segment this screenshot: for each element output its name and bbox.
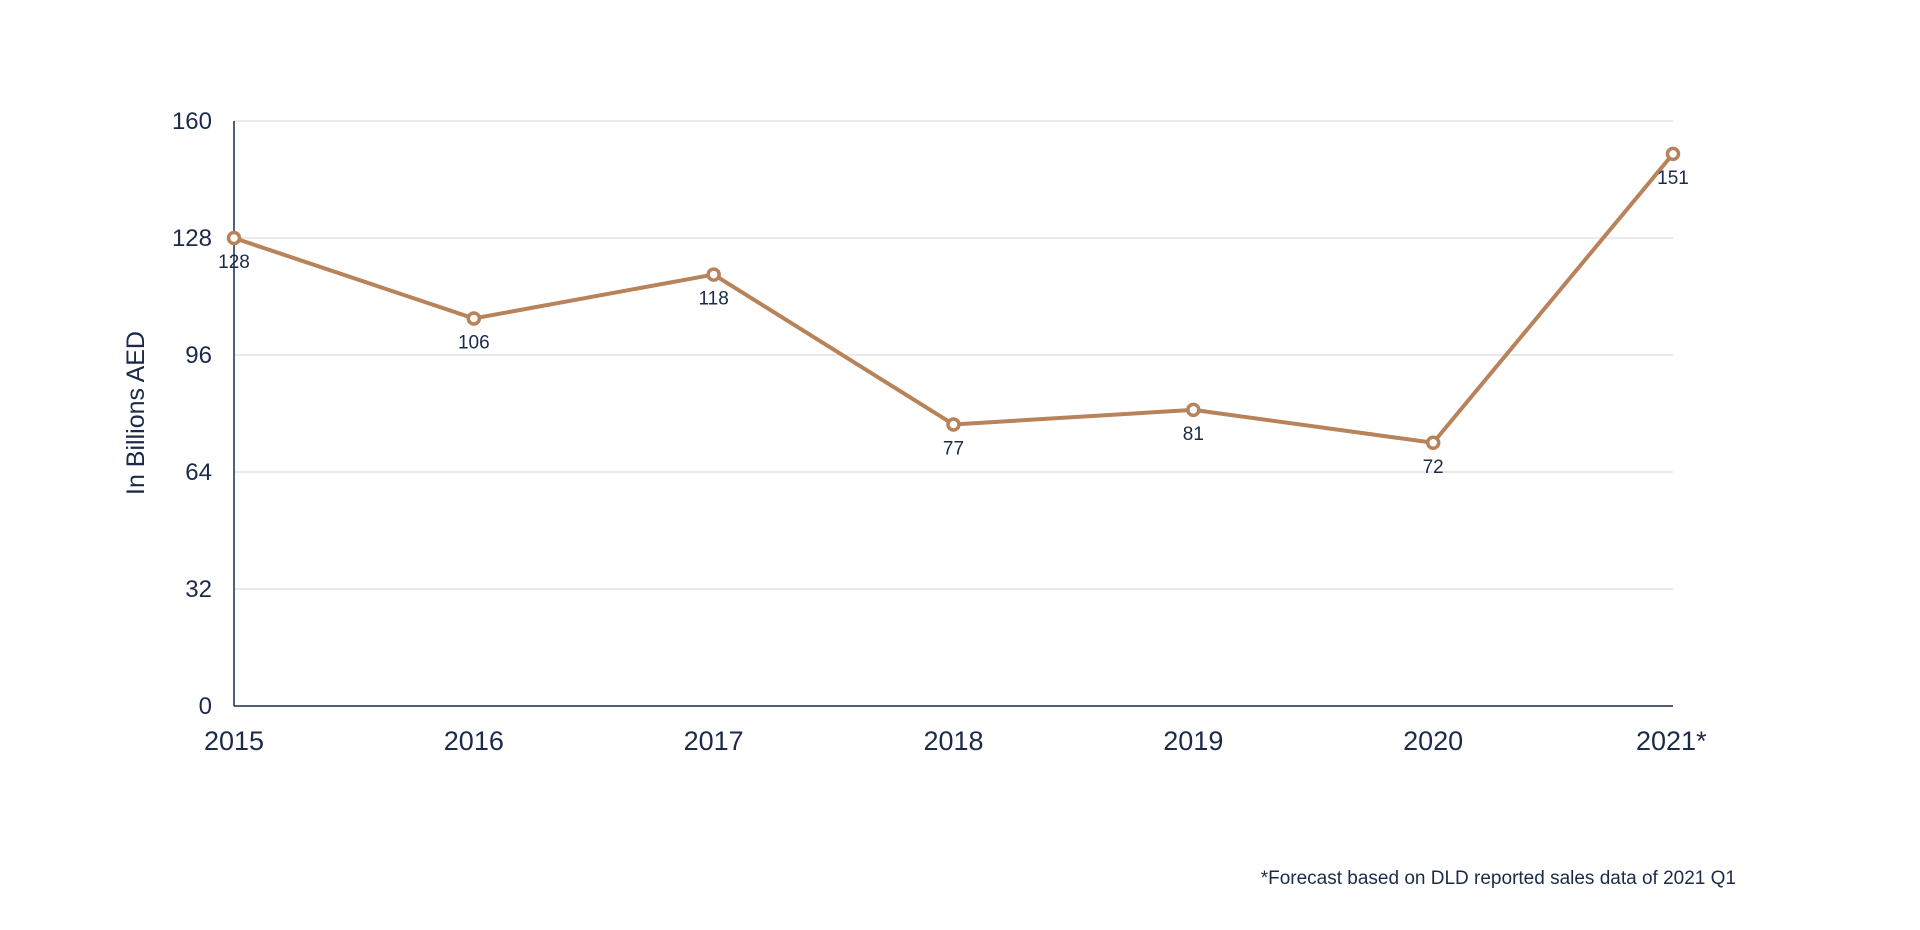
data-point [946, 417, 961, 432]
x-tick-label: 2015 [204, 726, 264, 756]
series-line [232, 151, 1675, 445]
gridlines [234, 120, 1673, 590]
data-point [706, 267, 721, 282]
x-tick-labels: 2015 2016 2017 2018 2019 2020 2021* [204, 726, 1707, 756]
y-tick-label: 64 [185, 459, 212, 486]
data-label: 106 [458, 332, 490, 353]
x-tick-label: 2021* [1636, 726, 1707, 756]
y-tick-label: 128 [172, 225, 212, 252]
forecast-footnote: *Forecast based on DLD reported sales da… [1260, 868, 1736, 889]
y-tick-label: 32 [185, 576, 212, 603]
data-markers [226, 146, 1681, 450]
y-tick-labels: 0 32 64 96 128 160 [172, 108, 212, 720]
data-label: 128 [218, 252, 250, 273]
data-label: 72 [1423, 457, 1444, 478]
data-point [226, 230, 242, 246]
data-label: 77 [943, 438, 964, 459]
data-labels: 128 106 118 77 81 72 151 [218, 168, 1689, 478]
y-axis-title: In Billions AED [122, 331, 150, 495]
y-tick-label: 160 [172, 108, 212, 135]
x-tick-label: 2017 [684, 726, 744, 756]
data-point [466, 311, 482, 326]
x-tick-label: 2018 [923, 726, 983, 756]
y-tick-label: 0 [199, 693, 212, 720]
series-line-group [232, 151, 1675, 445]
data-point [1425, 435, 1441, 450]
axes [233, 121, 1673, 707]
x-tick-label: 2019 [1163, 726, 1223, 756]
x-tick-label: 2016 [444, 726, 504, 756]
data-point [1665, 146, 1681, 162]
x-tick-label: 2020 [1403, 726, 1463, 756]
data-label: 81 [1183, 424, 1204, 445]
y-tick-label: 96 [185, 342, 212, 369]
data-label: 118 [699, 289, 729, 310]
data-point [1186, 402, 1201, 418]
data-label: 151 [1657, 168, 1689, 189]
